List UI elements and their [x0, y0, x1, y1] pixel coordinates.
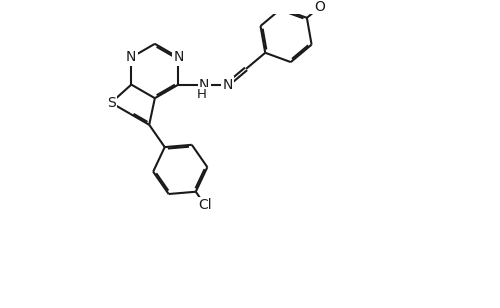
- Text: N: N: [222, 78, 232, 91]
- Text: Cl: Cl: [198, 198, 212, 213]
- Text: H: H: [197, 88, 207, 101]
- Text: N: N: [126, 51, 136, 64]
- Text: O: O: [314, 0, 325, 14]
- Text: N: N: [173, 51, 184, 64]
- Text: N: N: [199, 78, 209, 91]
- Text: S: S: [106, 96, 116, 110]
